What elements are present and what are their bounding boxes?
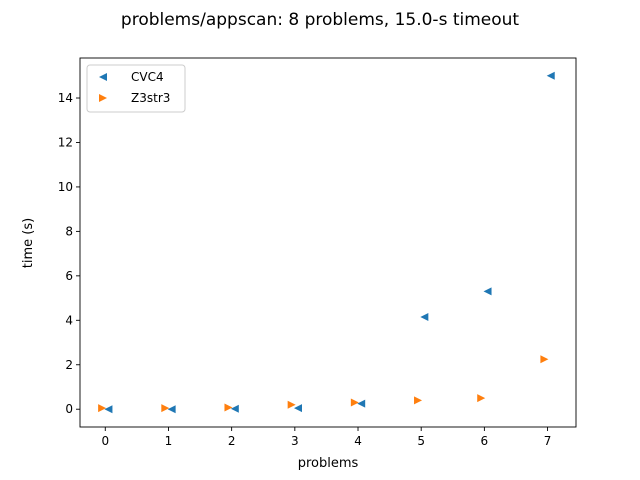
legend-marker — [99, 73, 107, 81]
data-point-cvc4 — [293, 404, 302, 413]
legend-marker — [99, 94, 107, 102]
x-tick-label: 4 — [354, 434, 362, 448]
y-tick-label: 8 — [65, 224, 73, 238]
y-tick-label: 2 — [65, 358, 73, 372]
plot-area — [79, 57, 577, 428]
y-axis-ticks: 0 2 4 6 8 10 12 14 — [58, 91, 80, 416]
y-tick-label: 10 — [58, 180, 73, 194]
x-axis-label: problems — [298, 456, 359, 471]
y-axis-label: time (s) — [21, 218, 36, 268]
data-point-z3str3 — [224, 403, 233, 412]
data-point-cvc4 — [357, 399, 366, 408]
data-point-cvc4 — [230, 404, 239, 413]
y-tick-label: 14 — [58, 91, 73, 105]
data-point-cvc4 — [546, 71, 555, 80]
x-tick-label: 0 — [101, 434, 109, 448]
data-points — [98, 71, 555, 414]
data-point-cvc4 — [167, 405, 176, 414]
x-axis-ticks: 0 1 2 3 4 5 6 7 — [101, 427, 551, 448]
data-point-z3str3 — [540, 355, 549, 364]
data-point-cvc4 — [104, 405, 113, 414]
y-tick-label: 4 — [65, 313, 73, 327]
x-tick-label: 7 — [544, 434, 552, 448]
y-tick-label: 0 — [65, 402, 73, 416]
data-point-z3str3 — [98, 404, 107, 413]
y-tick-label: 12 — [58, 135, 73, 149]
x-tick-label: 6 — [481, 434, 489, 448]
data-point-z3str3 — [350, 398, 359, 407]
x-tick-label: 5 — [417, 434, 425, 448]
data-point-cvc4 — [420, 312, 429, 321]
x-tick-label: 2 — [228, 434, 236, 448]
data-point-z3str3 — [161, 404, 170, 413]
x-tick-label: 3 — [291, 434, 299, 448]
data-point-z3str3 — [414, 396, 423, 405]
y-tick-label: 6 — [65, 269, 73, 283]
data-point-cvc4 — [483, 287, 492, 296]
legend-label: Z3str3 — [131, 91, 170, 105]
x-tick-label: 1 — [165, 434, 173, 448]
legend: CVC4 Z3str3 — [86, 64, 186, 113]
data-point-z3str3 — [287, 400, 296, 409]
legend-label: CVC4 — [131, 70, 164, 84]
chart-title: problems/appscan: 8 problems, 15.0-s tim… — [121, 10, 520, 30]
legend-box — [86, 64, 186, 113]
data-point-z3str3 — [477, 394, 486, 403]
